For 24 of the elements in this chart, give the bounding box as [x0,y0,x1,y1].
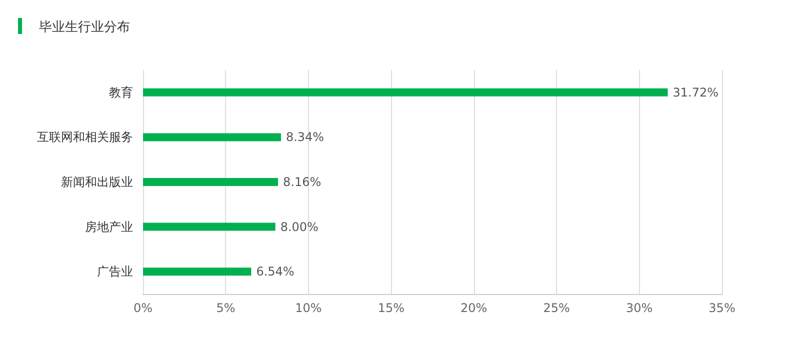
bar [143,222,276,231]
y-tick-label: 房地产业 [85,220,133,234]
data-label: 8.16% [282,175,322,189]
y-tick-label: 新闻和出版业 [61,175,133,189]
x-tick-label: 5% [216,301,236,315]
bar [143,133,281,142]
data-label: 8.00% [280,220,318,234]
x-tick-label: 10% [295,301,322,315]
x-tick-label: 20% [460,301,488,315]
y-tick-label: 教育 [109,85,133,100]
data-label: 8.34% [286,130,324,144]
chart-title: 毕业生行业分布 [39,20,130,35]
x-tick-label: 0% [133,301,153,315]
y-tick-label: 广告业 [97,264,133,279]
data-label: 6.54% [256,264,294,279]
bar [143,88,668,96]
x-tick-label: 15% [378,301,404,315]
bar [143,178,278,186]
bar [143,268,252,276]
x-tick-label: 25% [543,301,570,315]
x-tick-label: 35% [708,301,736,315]
x-tick-label: 30% [626,301,653,315]
data-label: 31.72% [672,85,719,100]
y-tick-label: 互联网和相关服务 [37,130,133,144]
